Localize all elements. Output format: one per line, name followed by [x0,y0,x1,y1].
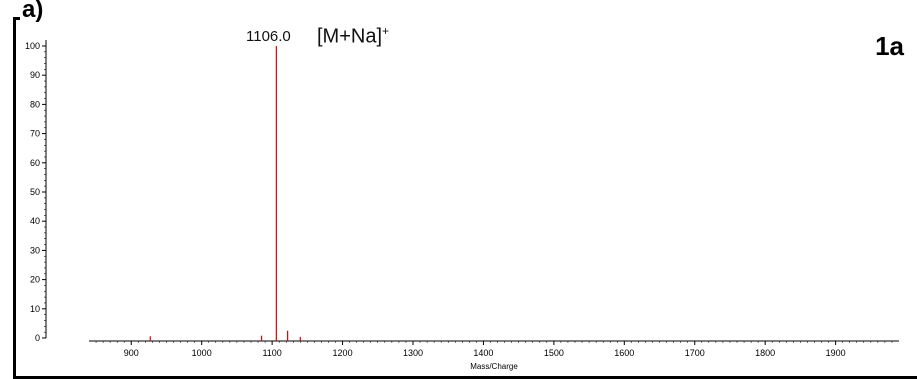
x-tick-label: 1500 [544,348,564,358]
y-tick-label: 90 [30,70,40,80]
y-tick-label: 70 [30,129,40,139]
ion-charge: + [382,24,390,38]
y-tick-label: 20 [30,275,40,285]
figure-frame-bottom [13,376,917,379]
x-tick-label: 1200 [333,348,353,358]
x-tick-label: 1100 [262,348,281,358]
panel-label: a) [22,0,44,23]
y-tick-label: 0 [35,333,40,343]
y-tick-label: 40 [30,216,40,226]
peak-ion-label: [M+Na]+ [317,24,389,49]
y-tick-label: 30 [30,245,40,255]
x-tick-label: 900 [124,348,139,358]
x-tick-label: 1800 [755,348,775,358]
x-tick-label: 1300 [403,348,423,358]
compound-label: 1a [875,31,904,61]
x-tick-label: 1900 [826,348,846,358]
y-tick-label: 50 [30,187,40,197]
y-tick-label: 10 [30,304,40,314]
peak-mz-label: 1106.0 [246,28,291,45]
x-tick-label: 1700 [685,348,705,358]
y-tick-label: 100 [25,41,40,51]
figure-frame-top-tick [13,17,20,20]
x-tick-label: 1400 [473,348,493,358]
ion-formula: [M+Na] [317,25,383,48]
x-tick-label: 1000 [192,348,212,358]
y-tick-label: 80 [30,99,40,109]
figure-frame-left [13,17,16,379]
x-axis-title: Mass/Charge [470,362,518,371]
x-tick-label: 1600 [614,348,634,358]
y-tick-label: 60 [30,158,40,168]
